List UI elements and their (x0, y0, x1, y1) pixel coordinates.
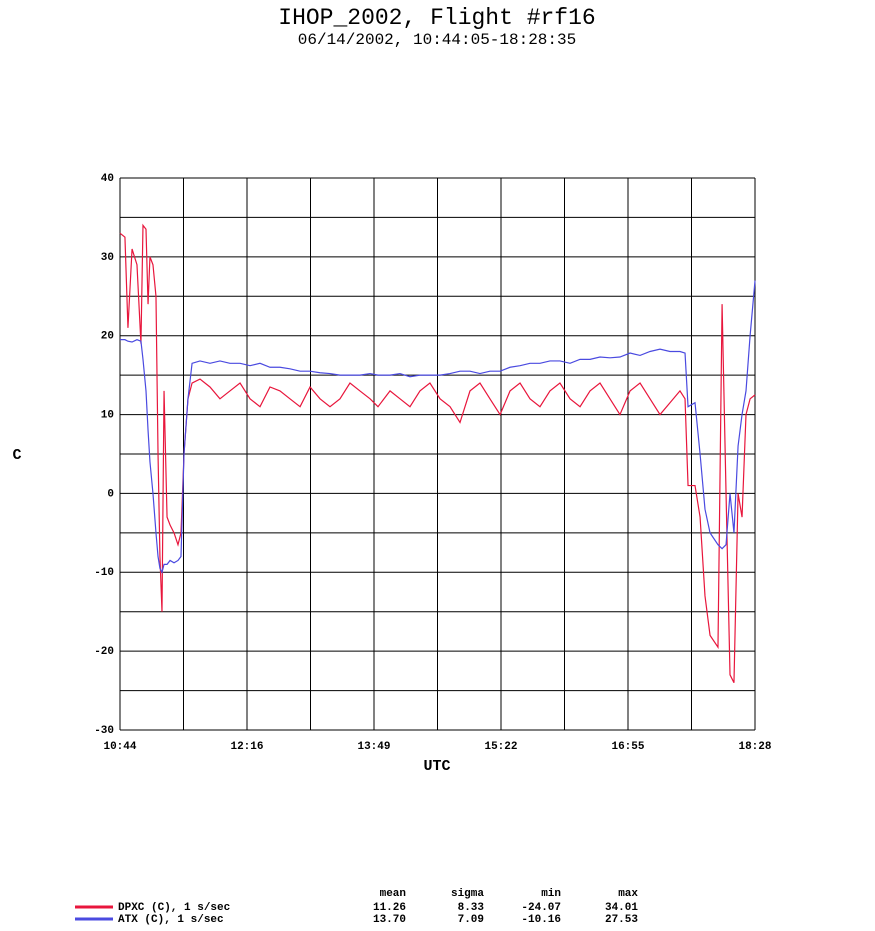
chart-title: IHOP_2002, Flight #rf16 (278, 5, 595, 31)
x-tick-label: 15:22 (484, 741, 517, 753)
y-tick-label: -30 (94, 725, 114, 737)
stats-value: 11.26 (373, 902, 406, 914)
y-axis-label: C (12, 447, 21, 464)
y-tick-label: -20 (94, 646, 114, 658)
stats-value: -24.07 (521, 902, 561, 914)
y-tick-label: 30 (101, 252, 114, 264)
stats-header: sigma (451, 888, 484, 900)
y-tick-label: 0 (107, 488, 114, 500)
x-tick-label: 18:28 (738, 741, 771, 753)
legend-label: DPXC (C), 1 s/sec (118, 902, 230, 914)
stats-value: -10.16 (521, 914, 561, 926)
legend-label: ATX (C), 1 s/sec (118, 914, 224, 926)
stats-value: 7.09 (458, 914, 484, 926)
x-tick-label: 12:16 (230, 741, 263, 753)
y-tick-label: 40 (101, 173, 114, 185)
x-tick-label: 10:44 (103, 741, 136, 753)
x-tick-label: 16:55 (611, 741, 644, 753)
y-tick-label: -10 (94, 567, 114, 579)
stats-value: 13.70 (373, 914, 406, 926)
stats-value: 27.53 (605, 914, 638, 926)
x-axis-label: UTC (423, 758, 450, 775)
stats-value: 34.01 (605, 902, 638, 914)
x-tick-label: 13:49 (357, 741, 390, 753)
y-tick-label: 10 (101, 409, 114, 421)
stats-header: max (618, 888, 638, 900)
stats-header: min (541, 888, 561, 900)
data-line (120, 280, 756, 574)
chart-subtitle: 06/14/2002, 10:44:05-18:28:35 (298, 31, 576, 49)
stats-value: 8.33 (458, 902, 485, 914)
data-line (119, 223, 756, 683)
stats-header: mean (380, 888, 406, 900)
y-tick-label: 20 (101, 331, 114, 343)
